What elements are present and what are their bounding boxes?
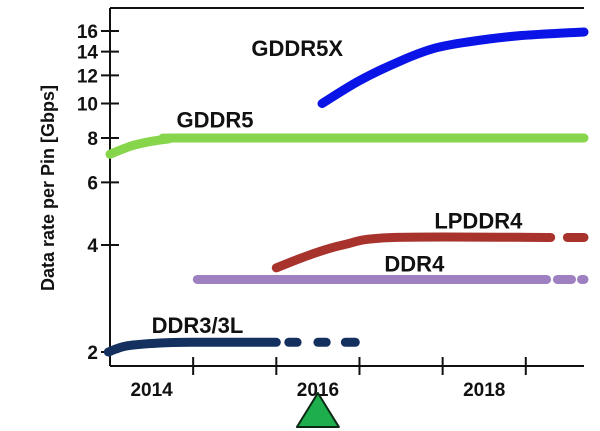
y-tick-label: 14 — [77, 43, 99, 64]
series-line-gddr5x — [317, 27, 589, 109]
y-tick-label: 12 — [77, 66, 98, 87]
y-tick-label: 4 — [87, 236, 98, 257]
series-label-lpddr4: LPDDR4 — [434, 209, 523, 234]
series-line-gddr5 — [105, 133, 589, 159]
x-tick-label: 2016 — [297, 380, 339, 401]
y-tick-label: 16 — [77, 22, 98, 43]
series-layer — [103, 27, 589, 357]
series-label-ddr3-3l: DDR3/3L — [152, 313, 244, 338]
triangle-marker-icon — [295, 392, 340, 428]
y-tick-label: 2 — [87, 343, 98, 364]
series-label-gddr5: GDDR5 — [177, 108, 254, 133]
series-label-gddr5x: GDDR5X — [251, 36, 343, 61]
y-axis-title: Data rate per Pin [Gbps] — [38, 85, 58, 291]
series-line-ddr3-3l — [103, 337, 281, 357]
y-tick-label: 8 — [87, 129, 98, 150]
y-tick-label: 10 — [77, 95, 98, 116]
x-tick-label: 2014 — [130, 380, 173, 401]
y-tick-label: 6 — [87, 173, 98, 194]
series-label-ddr4: DDR4 — [384, 251, 445, 276]
x-tick-label: 2018 — [463, 380, 505, 401]
series-line-lpddr4 — [271, 232, 556, 273]
labels-layer: GDDR5X GDDR5 LPDDR4 DDR4 DDR3/3L — [152, 36, 523, 428]
